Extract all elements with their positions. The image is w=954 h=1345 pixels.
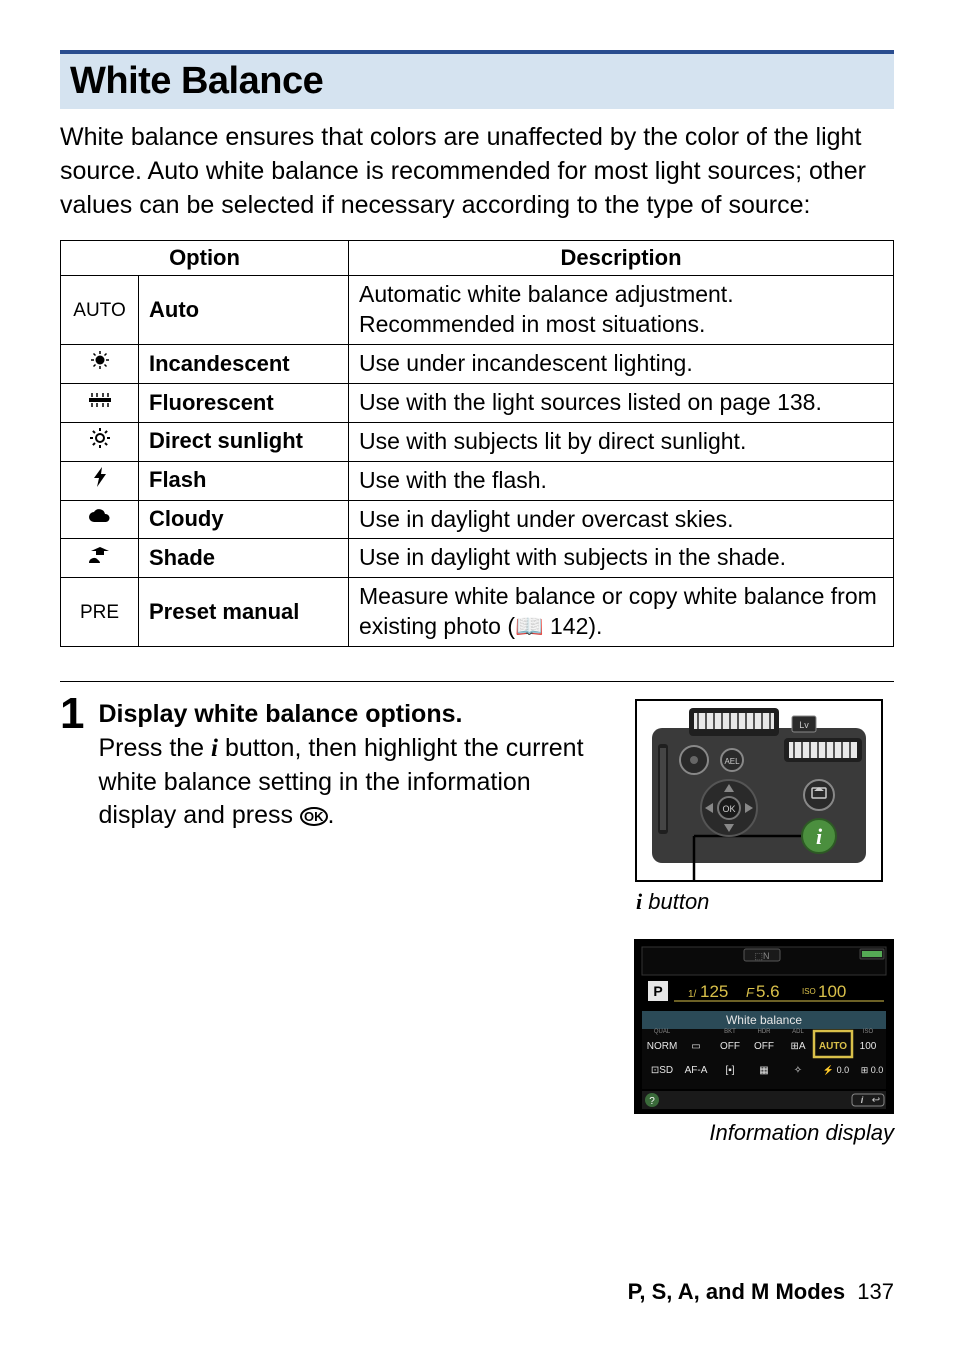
wb-option-description: Use in daylight under overcast skies. [349,500,894,539]
auto-icon: AUTO [61,276,139,345]
incandescent-icon [61,345,139,384]
svg-text:BKT: BKT [724,1029,736,1035]
info-display-illustration: ⬚N P 1/ 125 F 5.6 ISO 100 White balance … [634,939,894,1114]
white-balance-table: Option Description AUTOAutoAutomatic whi… [60,240,894,647]
ok-button-icon: OK [300,807,328,826]
table-row: CloudyUse in daylight under overcast ski… [61,500,894,539]
svg-text:⊞ 0.0: ⊞ 0.0 [861,1065,884,1075]
svg-text:AF-A: AF-A [685,1065,708,1076]
step-1: 1 Display white balance options. Press t… [60,681,894,1146]
step-number: 1 [60,692,84,1146]
svg-text:AUTO: AUTO [819,1041,847,1052]
step-text-1: Press the [98,734,211,762]
step-body: Display white balance options. Press the… [98,698,614,1146]
fluorescent-icon [61,383,139,422]
svg-text:[▪]: [▪] [725,1065,734,1076]
flash-icon [61,461,139,500]
step-title: Display white balance options. [98,700,462,728]
svg-text:P: P [653,983,662,999]
wb-option-description: Automatic white balance adjustment. Reco… [349,276,894,345]
i-button-icon: i [211,735,218,762]
svg-text:AEL: AEL [724,757,740,766]
svg-text:▦: ▦ [759,1065,768,1076]
wb-option-label: Flash [139,461,349,500]
table-row: PREPreset manualMeasure white balance or… [61,578,894,647]
info-display-caption: Information display [634,1120,894,1146]
wb-option-description: Use with the light sources listed on pag… [349,383,894,422]
svg-text:ADL: ADL [792,1029,804,1035]
shade-icon [61,539,139,578]
svg-text:⚡ 0.0: ⚡ 0.0 [823,1064,849,1076]
table-row: IncandescentUse under incandescent light… [61,345,894,384]
svg-text:ISO: ISO [802,987,816,996]
step-text-3: . [328,801,335,829]
svg-text:White balance: White balance [726,1013,802,1027]
table-row: FluorescentUse with the light sources li… [61,383,894,422]
cloudy-icon [61,500,139,539]
wb-option-label: Incandescent [139,345,349,384]
svg-text:⊞A: ⊞A [790,1041,805,1052]
svg-text:OK: OK [722,804,735,814]
svg-text:↩: ↩ [872,1095,880,1106]
svg-text:i: i [816,824,823,849]
table-row: FlashUse with the flash. [61,461,894,500]
svg-text:⬚N: ⬚N [754,951,769,961]
wb-option-label: Direct sunlight [139,422,349,461]
svg-text:▭: ▭ [691,1041,700,1052]
heading-bar: White Balance [60,50,894,109]
svg-text:HDR: HDR [758,1029,772,1035]
wb-option-label: Fluorescent [139,383,349,422]
preset-manual-icon: PRE [61,578,139,647]
svg-text:?: ? [649,1096,655,1107]
wb-option-description: Measure white balance or copy white bala… [349,578,894,647]
illustrations-column: Lv AEL i [634,698,894,1146]
svg-text:F: F [746,985,755,1000]
wb-option-description: Use with subjects lit by direct sunlight… [349,422,894,461]
svg-text:100: 100 [818,982,846,1001]
svg-text:100: 100 [860,1041,877,1052]
svg-text:NORM: NORM [647,1041,678,1052]
footer-section-label: P, S, A, and M Modes [628,1279,846,1304]
svg-text:5.6: 5.6 [756,982,780,1001]
table-row: ShadeUse in daylight with subjects in th… [61,539,894,578]
svg-text:125: 125 [700,982,728,1001]
direct-sunlight-icon [61,422,139,461]
svg-text:✧: ✧ [794,1065,802,1076]
table-row: Direct sunlightUse with subjects lit by … [61,422,894,461]
svg-text:Lv: Lv [799,720,809,730]
intro-paragraph: White balance ensures that colors are un… [60,121,894,222]
table-header-option: Option [61,241,349,276]
table-header-description: Description [349,241,894,276]
svg-text:1/: 1/ [688,989,697,1000]
svg-text:⊡SD: ⊡SD [651,1065,673,1076]
wb-option-label: Cloudy [139,500,349,539]
wb-option-description: Use with the flash. [349,461,894,500]
svg-text:ISO: ISO [863,1029,874,1035]
wb-option-label: Auto [139,276,349,345]
page: White Balance White balance ensures that… [0,0,954,1345]
heading-text: White Balance [70,60,884,103]
wb-option-label: Preset manual [139,578,349,647]
page-footer: P, S, A, and M Modes 137 [628,1279,894,1305]
svg-text:OFF: OFF [720,1041,740,1052]
wb-option-description: Use under incandescent lighting. [349,345,894,384]
camera-illustration: Lv AEL i [634,698,884,883]
svg-text:QUAL: QUAL [654,1029,671,1035]
svg-text:OFF: OFF [754,1041,774,1052]
footer-page-number: 137 [857,1279,894,1304]
table-row: AUTOAutoAutomatic white balance adjustme… [61,276,894,345]
camera-caption: i button [636,889,709,915]
wb-option-label: Shade [139,539,349,578]
i-button-on-camera: i [802,819,836,853]
wb-option-description: Use in daylight with subjects in the sha… [349,539,894,578]
